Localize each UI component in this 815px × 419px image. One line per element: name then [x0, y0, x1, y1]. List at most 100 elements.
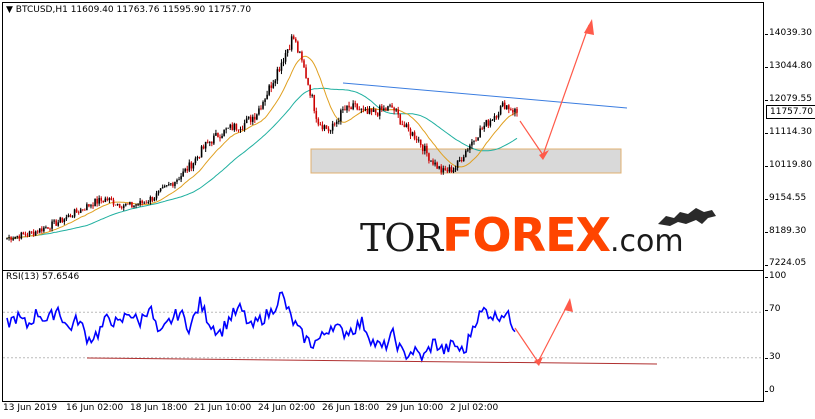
candle-body	[34, 231, 37, 236]
candle-body	[346, 105, 348, 111]
candle-body	[92, 205, 94, 207]
rsi-line	[6, 291, 516, 363]
rsi-pane[interactable]: RSI(13) 57.6546	[3, 270, 763, 401]
candle-body	[178, 179, 180, 181]
candle-body	[344, 109, 346, 111]
candle-body	[133, 205, 135, 207]
candle-body	[254, 116, 256, 120]
candle-body	[510, 109, 512, 111]
candle-body	[374, 109, 377, 113]
candle-body	[403, 124, 406, 128]
candle-body	[30, 231, 33, 233]
candle-body	[153, 198, 156, 201]
candle-body	[96, 198, 98, 204]
candle-body	[75, 209, 78, 213]
resistance-trendline	[342, 82, 628, 109]
candle-body	[323, 125, 326, 130]
candle-body	[77, 212, 80, 214]
candle-body	[284, 53, 287, 62]
candle-body	[90, 205, 92, 207]
candle-body	[469, 145, 471, 150]
candle-body	[401, 124, 404, 126]
candle-body	[43, 227, 45, 232]
candle-body	[395, 109, 397, 111]
candle-body	[290, 36, 293, 50]
candle-body	[415, 138, 418, 141]
logo-forex-text: FOREX	[442, 208, 611, 262]
candle-body	[489, 120, 492, 126]
candle-body	[516, 108, 518, 113]
candle-body	[67, 215, 70, 218]
symbol-header: ▼ BTCUSD,H1 11609.40 11763.76 11595.90 1…	[6, 5, 251, 15]
candle-body	[120, 207, 123, 209]
candle-body	[149, 196, 152, 203]
candle-body	[274, 80, 277, 84]
candle-body	[503, 102, 506, 110]
candle-body	[389, 105, 391, 107]
candle-body	[448, 167, 451, 172]
candle-body	[462, 156, 465, 161]
candle-body	[157, 190, 160, 194]
candle-body	[325, 125, 328, 129]
candle-body	[381, 106, 383, 110]
candle-body	[139, 200, 141, 205]
candle-body	[229, 124, 232, 128]
candle-body	[452, 170, 455, 173]
candle-body	[483, 125, 486, 129]
price-pane[interactable]: ▼ BTCUSD,H1 11609.40 11763.76 11595.90 1…	[3, 3, 763, 271]
candle-body	[6, 238, 8, 239]
candle-body	[282, 61, 285, 63]
candle-body	[493, 116, 496, 121]
candle-body	[223, 129, 225, 136]
candle-body	[155, 193, 158, 199]
candle-body	[122, 205, 125, 208]
candle-body	[354, 103, 356, 105]
price-axis: 14039.30 13044.80 12079.55 11114.30 1011…	[765, 0, 815, 419]
candle-body	[352, 103, 354, 110]
candle-body	[417, 139, 420, 141]
candle-body	[182, 171, 184, 177]
candle-body	[172, 183, 174, 186]
time-label: 21 Jun 10:00	[194, 403, 252, 413]
time-label: 13 Jun 2019	[3, 403, 58, 413]
candle-body	[438, 166, 440, 169]
candle-body	[383, 108, 385, 110]
candle-body	[108, 198, 111, 201]
candle-body	[116, 203, 119, 205]
rsi-support-trendline	[86, 357, 658, 365]
candle-body	[501, 102, 504, 107]
candle-body	[219, 137, 221, 139]
time-axis: 13 Jun 2019 16 Jun 02:00 18 Jun 18:00 21…	[0, 402, 765, 419]
candle-body	[342, 109, 344, 111]
candle-body	[18, 236, 21, 239]
candle-body	[303, 60, 305, 68]
candle-body	[204, 141, 207, 149]
candle-body	[260, 108, 262, 110]
candle-body	[174, 181, 176, 186]
chart-window[interactable]: ▼ BTCUSD,H1 11609.40 11763.76 11595.90 1…	[2, 2, 764, 402]
candle-body	[110, 198, 113, 200]
candle-body	[231, 124, 234, 131]
forecast-path	[519, 24, 590, 157]
candle-body	[161, 186, 164, 189]
candle-body	[294, 38, 297, 42]
candle-body	[135, 204, 137, 206]
candle-body	[104, 198, 107, 202]
candle-body	[206, 141, 209, 143]
symbol-label: BTCUSD,H1	[15, 5, 68, 15]
candle-body	[338, 121, 340, 123]
candle-body	[378, 106, 381, 116]
candle-body	[411, 132, 414, 136]
candle-body	[292, 36, 295, 39]
candle-body	[227, 127, 230, 129]
candle-body	[305, 67, 307, 79]
candle-body	[28, 231, 31, 236]
candle-body	[272, 83, 275, 88]
candle-body	[170, 183, 172, 185]
candle-body	[266, 94, 268, 100]
candle-body	[268, 85, 270, 95]
candle-body	[444, 168, 447, 171]
candle-body	[512, 109, 514, 113]
current-price-badge: 11757.70	[766, 105, 815, 119]
candle-body	[243, 123, 246, 130]
